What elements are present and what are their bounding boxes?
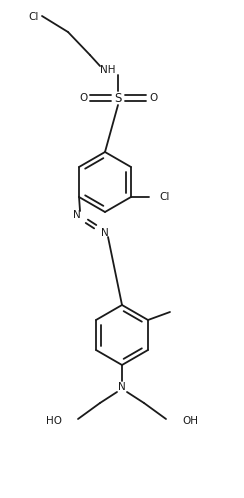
Text: S: S bbox=[114, 92, 122, 105]
Text: NH: NH bbox=[100, 65, 116, 75]
Text: O: O bbox=[149, 93, 157, 103]
Text: N: N bbox=[101, 228, 109, 238]
Text: O: O bbox=[79, 93, 87, 103]
Text: N: N bbox=[118, 382, 126, 392]
Text: N: N bbox=[73, 210, 81, 220]
Text: OH: OH bbox=[182, 416, 198, 426]
Text: Cl: Cl bbox=[28, 12, 38, 22]
Text: Cl: Cl bbox=[159, 192, 169, 202]
Text: HO: HO bbox=[46, 416, 62, 426]
